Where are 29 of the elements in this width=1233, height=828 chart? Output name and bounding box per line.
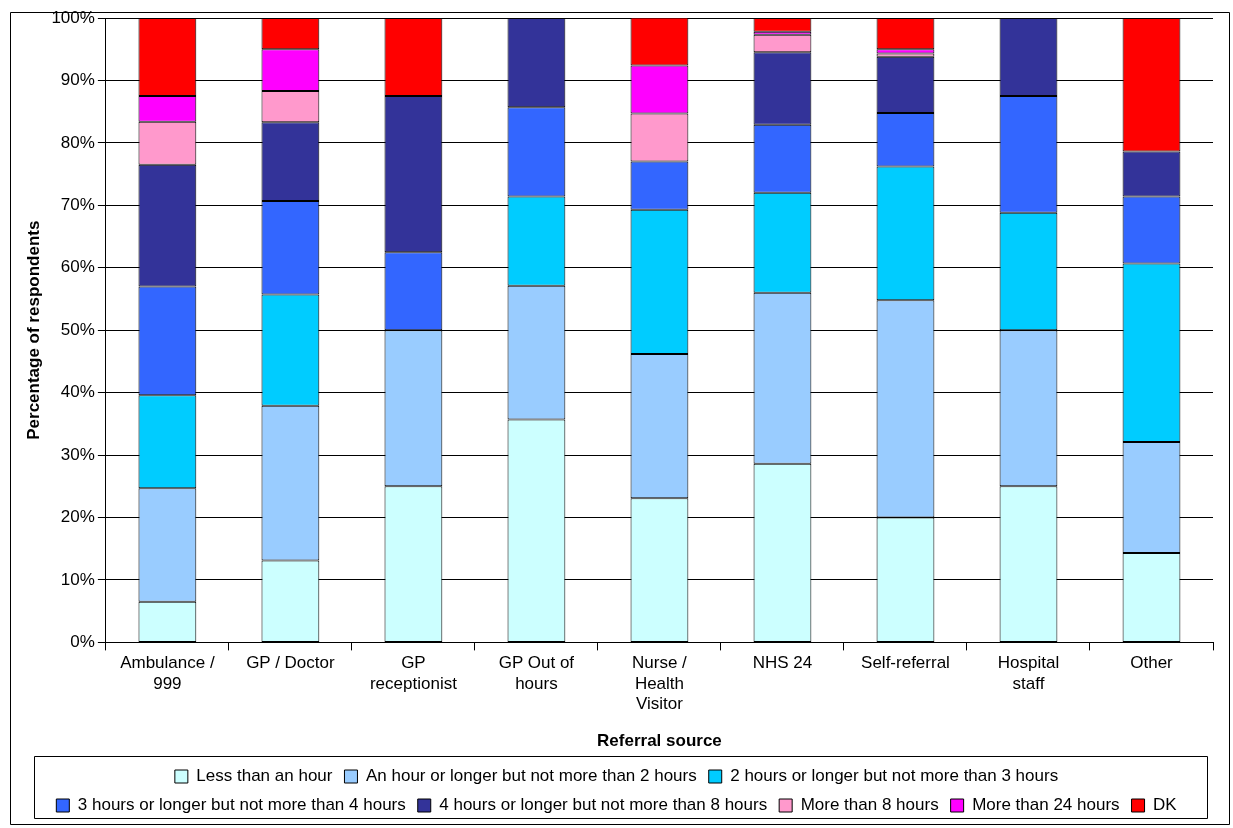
y-axis-title: Percentage of respondents — [23, 220, 43, 440]
x-tick-label: Nurse / Health Visitor — [632, 653, 688, 714]
y-tick-label: 70% — [60, 195, 95, 215]
legend-label: 4 hours or longer but not more than 8 hours — [439, 795, 768, 815]
x-tick-label: Hospital staff — [997, 653, 1060, 693]
y-tick-label: 40% — [60, 382, 95, 402]
y-tick-label: 10% — [60, 569, 95, 589]
y-tick-label: 50% — [60, 319, 95, 339]
x-tick-label: GP receptionist — [369, 653, 458, 693]
legend-label: More than 8 hours — [800, 795, 939, 815]
x-axis-title: Referral source — [597, 731, 722, 751]
y-tick-label: 30% — [60, 444, 95, 464]
y-tick-label: 0% — [70, 632, 95, 652]
x-tick-label: NHS 24 — [752, 653, 813, 673]
legend-label: 2 hours or longer but not more than 3 hours — [730, 766, 1059, 786]
y-tick-label: 60% — [60, 257, 95, 277]
x-tick-label: Self-referral — [861, 653, 950, 673]
y-tick-label: 20% — [60, 507, 95, 527]
y-tick-label: 90% — [60, 70, 95, 90]
x-tick-label: Ambulance / 999 — [120, 653, 215, 693]
legend-label: More than 24 hours — [972, 795, 1120, 815]
legend-label: DK — [1153, 795, 1178, 815]
legend-label: Less than an hour — [196, 766, 333, 786]
legend-label: 3 hours or longer but not more than 4 hours — [77, 795, 406, 815]
legend-label: An hour or longer but not more than 2 hours — [365, 766, 697, 786]
x-tick-label: GP Out of hours — [498, 653, 575, 693]
x-tick-label: Other — [1130, 653, 1174, 673]
y-tick-label: 80% — [60, 132, 95, 152]
x-tick-label: GP / Doctor — [246, 653, 335, 673]
